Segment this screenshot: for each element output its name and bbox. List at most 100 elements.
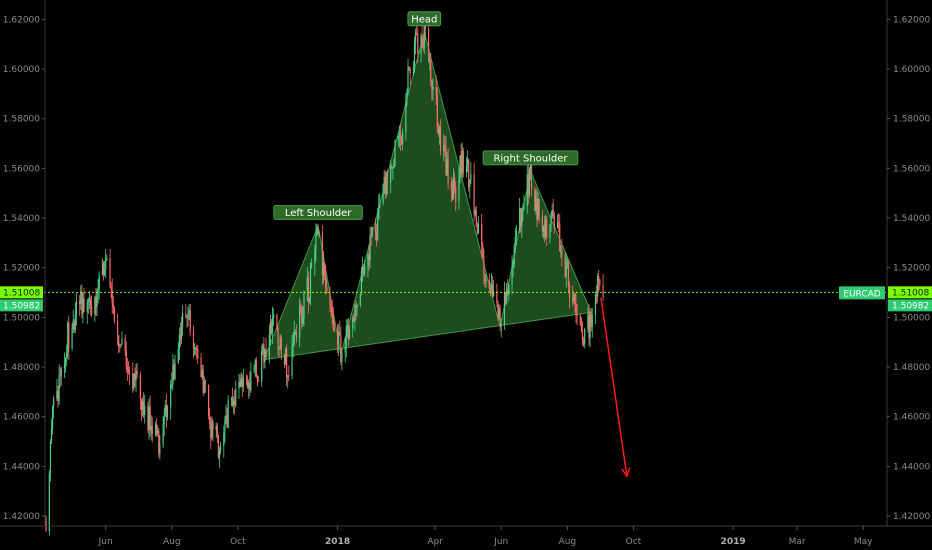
candle-body [446,159,448,174]
candle-body [71,329,73,349]
candle-body [317,227,319,234]
candle-body [278,347,280,349]
candle-body [126,366,128,370]
candle-body [73,320,75,331]
candle-body [412,66,415,74]
candle-body [226,415,228,428]
candle-body [400,138,403,144]
x-tick-label: May [854,537,873,547]
x-tick-label: Oct [230,537,246,547]
candle-body [506,289,508,304]
y-tick-label-right: 1.50000 [893,313,930,323]
candle-body [393,163,395,168]
candle-body [584,328,586,345]
projection-arrow [600,297,631,479]
candle-body [399,132,402,139]
candle-body [165,404,167,418]
y-tick-label-right: 1.48000 [893,363,930,373]
candle-body [361,266,364,271]
candle-body [378,205,380,220]
candle-body [369,234,371,261]
candle-body [340,334,342,363]
candle-body [314,250,316,264]
candle-body [189,310,191,332]
candle-body [526,174,528,207]
pattern-label-text: Head [411,14,437,25]
candle-body [498,308,500,319]
candle-body [310,263,313,267]
candle-body [81,291,83,314]
x-tick-label: Jun [493,537,508,547]
candle-body [79,300,81,305]
candle-body [157,430,159,434]
candle-body [359,294,361,306]
candle-body [51,406,54,429]
candle-body [459,155,461,179]
candle-body [203,380,205,393]
candle-body [512,264,514,267]
candle-body [119,346,121,348]
y-tick-label-right: 1.42000 [893,512,930,522]
candle-body [599,279,601,286]
candle-body [241,378,243,387]
y-tick-label-left: 1.44000 [3,462,40,472]
candle-body [360,270,363,295]
candle-body [263,344,265,362]
candle-body [326,286,328,294]
candle-body [323,262,326,275]
candle-body [262,344,264,351]
candle-body [447,159,449,183]
candle-body [96,293,98,308]
candle-body [565,262,567,277]
candle-body [435,87,437,95]
candle-body [195,347,197,349]
candle-body [452,177,455,200]
candle-body [476,226,478,234]
candle-body [470,174,472,180]
candle-body [460,155,462,175]
candle-body [333,328,335,331]
candle-body [53,398,55,407]
candle-body [483,256,485,275]
candle-body [158,430,160,454]
candle-body [185,313,187,318]
candle-body [558,222,560,224]
y-tick-label-right: 1.52000 [893,264,930,274]
y-tick-label-left: 1.46000 [3,413,40,423]
candle-body [64,357,67,363]
candle-body [216,426,218,436]
candle-body [451,190,454,200]
price-tags: 1.51008 1.50982 1.51008 1.50982 EURCAD [0,286,932,312]
candle-body [590,312,592,327]
candle-body [245,377,248,381]
candle-body [591,314,593,327]
candle-body [439,127,442,152]
candle-body [250,371,252,391]
candle-body [288,375,290,376]
candle-body [225,415,227,421]
candle-body [270,321,273,333]
candle-body [522,207,524,210]
candle-body [209,415,211,425]
candle-body [542,226,545,232]
candle-body [254,360,256,367]
candle-body [232,400,235,406]
candle-body [98,274,100,290]
candle-body [280,337,282,355]
candle-body [521,209,523,227]
candle-body [48,472,50,532]
candle-body [489,288,491,291]
candle-body [430,60,432,82]
symbol-tag-label: EURCAD [843,289,881,299]
candle-body [276,314,278,328]
candle-body [450,182,452,191]
candle-body [580,324,583,331]
candle-body [182,313,184,327]
candle-body [256,376,258,382]
candle-body [561,250,563,256]
candle-body [429,60,431,62]
candle-body [49,441,52,473]
candle-body [390,166,392,183]
